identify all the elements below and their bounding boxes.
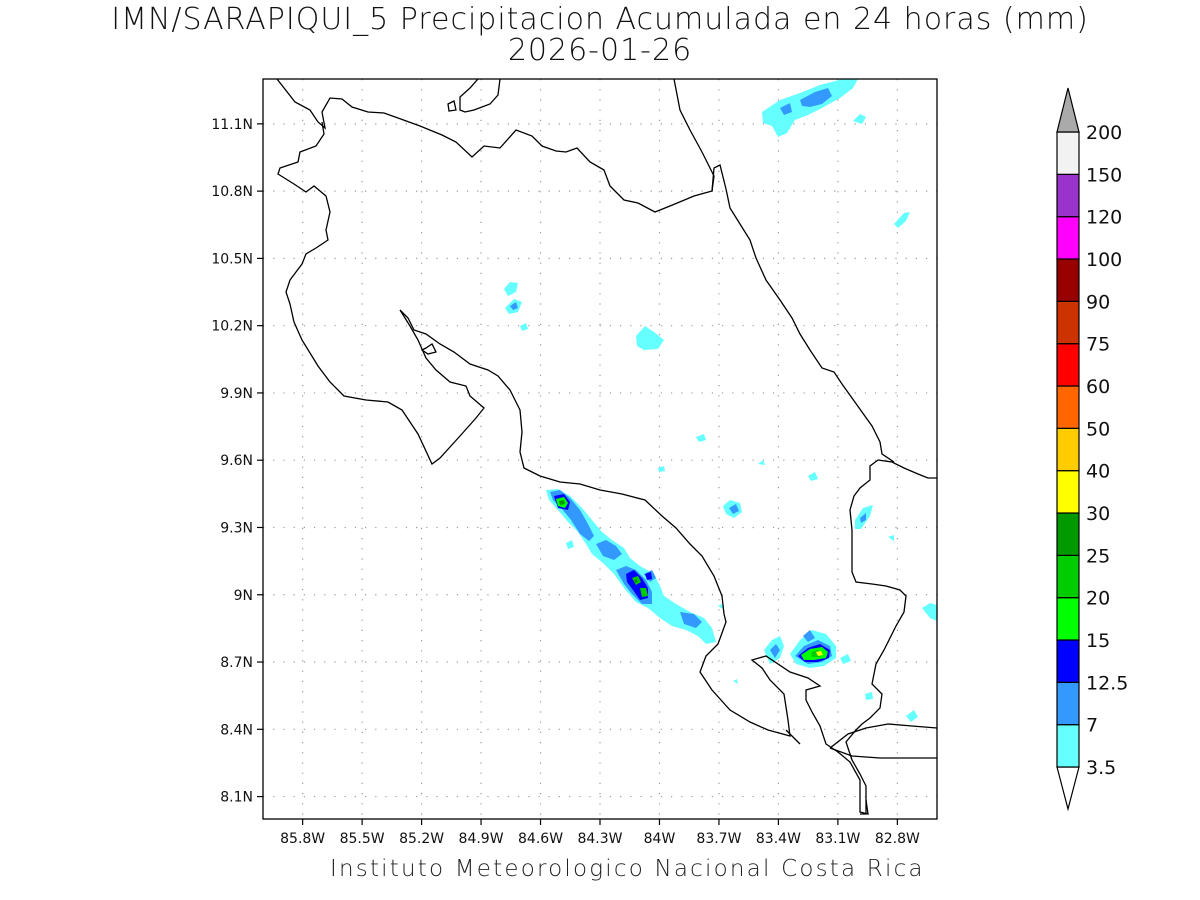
map-date: 2026-01-26 <box>507 33 693 68</box>
lon-tick-label: 82.8W <box>875 831 920 847</box>
legend-swatch <box>1056 512 1080 556</box>
legend-label: 90 <box>1086 291 1110 313</box>
legend-label: 40 <box>1086 461 1110 483</box>
lon-tick-label: 85.5W <box>340 831 385 847</box>
lon-tick-label: 83.4W <box>756 831 801 847</box>
lon-tick-label: 84.3W <box>577 831 622 847</box>
rain-area-north-caribbean-core <box>800 88 832 107</box>
legend-swatch <box>1056 597 1080 641</box>
legend-label: 60 <box>1086 376 1110 398</box>
legend-label: 25 <box>1086 545 1110 567</box>
legend-label: 150 <box>1086 164 1122 186</box>
legend-label: 120 <box>1086 207 1122 229</box>
legend-label: 50 <box>1086 418 1110 440</box>
lon-tick-label: 84.9W <box>459 831 504 847</box>
map-frame <box>262 78 938 820</box>
legend-label: 7 <box>1086 715 1098 737</box>
legend-label: 15 <box>1086 630 1110 652</box>
lat-tick-label: 9.6N <box>220 453 253 469</box>
legend-swatch <box>1056 724 1080 768</box>
legend-swatch <box>1056 554 1080 599</box>
precipitation-fields <box>504 79 937 722</box>
lat-tick-label: 9N <box>234 588 253 604</box>
legend-label: 75 <box>1086 334 1110 356</box>
lon-tick-label: 85.8W <box>280 831 325 847</box>
lat-tick-label: 9.3N <box>220 520 253 536</box>
legend-label: 30 <box>1086 503 1110 525</box>
lat-tick-label: 10.2N <box>211 319 253 335</box>
legend-label: 3.5 <box>1086 757 1116 779</box>
legend-label: 12.5 <box>1086 672 1128 694</box>
legend-swatch <box>1056 216 1080 260</box>
legend-swatch <box>1056 639 1080 683</box>
coastline <box>276 79 937 815</box>
legend-swatch <box>1056 173 1080 218</box>
lon-tick-label: 84.6W <box>518 831 563 847</box>
lon-tick-label: 83.7W <box>696 831 741 847</box>
lat-tick-label: 9.9N <box>220 386 253 402</box>
legend-swatch <box>1056 343 1080 387</box>
legend-label: 20 <box>1086 588 1110 610</box>
lat-tick-label: 11.1N <box>211 117 253 133</box>
legend-swatch <box>1056 258 1080 302</box>
map-title: IMN/SARAPIQUI_5 Precipitacion Acumulada … <box>111 2 1089 37</box>
lat-tick-label: 8.1N <box>220 790 253 806</box>
legend-arrow-low <box>1056 766 1080 812</box>
lon-tick-label: 83.1W <box>815 831 860 847</box>
legend-swatch <box>1056 427 1080 472</box>
axis-ticks: 85.8W 85.5W 85.2W 84.9W 84.6W 84.3W 84W 83.7W 83… <box>211 117 920 847</box>
lat-tick-label: 10.8N <box>211 184 253 200</box>
lon-tick-label: 85.2W <box>399 831 444 847</box>
lat-tick-label: 10.5N <box>211 251 253 267</box>
lon-tick-label: 84W <box>644 831 676 847</box>
lat-tick-label: 8.7N <box>220 655 253 671</box>
legend-swatch <box>1056 131 1080 175</box>
legend-swatch <box>1056 300 1080 345</box>
rain-area-north-caribbean <box>762 79 858 137</box>
footer-credit: Instituto Meteorologico Nacional Costa R… <box>330 856 925 882</box>
grid-lines <box>263 79 937 819</box>
legend-swatch <box>1056 385 1080 429</box>
color-legend: 3.5 7 12.5 15 20 25 30 40 50 60 75 90 100 120 150 200 <box>1056 87 1128 812</box>
lat-tick-label: 8.4N <box>220 722 253 738</box>
legend-arrow-high <box>1056 87 1080 133</box>
legend-label: 200 <box>1086 122 1122 144</box>
legend-label: 100 <box>1086 249 1122 271</box>
legend-swatch <box>1056 470 1080 514</box>
legend-swatch <box>1056 681 1080 726</box>
